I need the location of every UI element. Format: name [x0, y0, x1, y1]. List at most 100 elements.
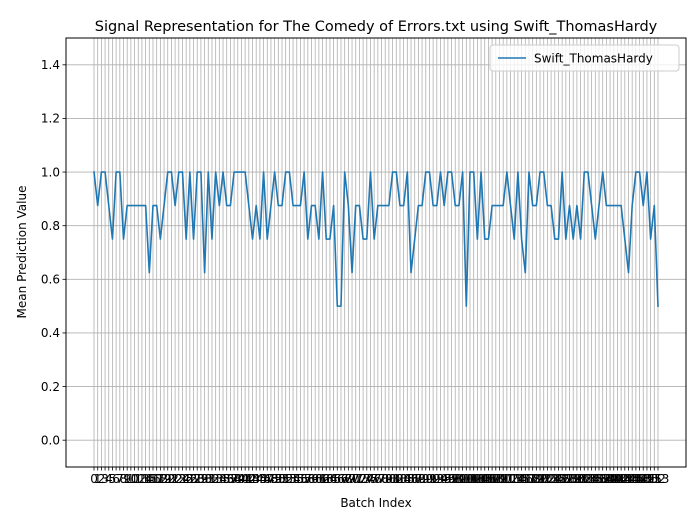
x-tick-label: 61: [311, 472, 326, 486]
x-tick-label: 144: [613, 472, 636, 486]
x-tick-label: 110: [488, 472, 511, 486]
x-tick-label: 72: [352, 472, 367, 486]
series-layer: [93, 171, 659, 307]
x-tick-label: 54: [285, 472, 300, 486]
data-point: [624, 238, 626, 240]
x-tick-label: 3: [101, 472, 109, 486]
x-tick-label: 130: [562, 472, 585, 486]
data-point: [480, 171, 482, 173]
x-tick-label: 99: [451, 472, 466, 486]
data-point: [133, 204, 135, 206]
data-point: [469, 171, 471, 173]
x-tick-label: 40: [234, 472, 249, 486]
data-point: [554, 238, 556, 240]
data-point: [506, 171, 508, 173]
x-tick-label: 103: [462, 472, 485, 486]
x-tick-label: 9: [123, 472, 131, 486]
data-point: [358, 204, 360, 206]
data-point: [137, 204, 139, 206]
data-point: [425, 171, 427, 173]
data-point: [332, 204, 334, 206]
x-tick-label: 48: [263, 472, 278, 486]
data-point: [657, 305, 659, 307]
x-tick-label: 120: [525, 472, 548, 486]
x-tick-label: 104: [466, 472, 489, 486]
data-point: [583, 171, 585, 173]
x-tick-label: 87: [407, 472, 422, 486]
data-point: [321, 171, 323, 173]
data-point: [432, 204, 434, 206]
data-point: [380, 204, 382, 206]
data-point: [649, 238, 651, 240]
x-tick-label: 88: [411, 472, 426, 486]
data-point: [211, 238, 213, 240]
x-tick-label: 25: [179, 472, 194, 486]
data-point: [119, 171, 121, 173]
data-point: [351, 271, 353, 273]
data-point: [355, 204, 357, 206]
x-tick-label: 101: [455, 472, 478, 486]
x-tick-label: 16: [145, 472, 160, 486]
x-tick-label: 44: [249, 472, 264, 486]
x-tick-label: 45: [252, 472, 267, 486]
data-point: [590, 204, 592, 206]
data-point: [609, 204, 611, 206]
x-tick-label: 28: [190, 472, 205, 486]
data-point: [203, 271, 205, 273]
data-point: [366, 238, 368, 240]
y-tick-label: 0.6: [41, 273, 60, 287]
x-tick-label: 143: [610, 472, 633, 486]
data-point: [185, 238, 187, 240]
data-point: [391, 171, 393, 173]
data-point: [550, 204, 552, 206]
y-tick-label: 1.4: [41, 58, 60, 72]
x-tick-label: 123: [536, 472, 559, 486]
data-point: [270, 204, 272, 206]
data-point: [476, 238, 478, 240]
x-tick-label: 29: [193, 472, 208, 486]
x-tick-label: 27: [186, 472, 201, 486]
data-point: [568, 204, 570, 206]
data-point: [104, 171, 106, 173]
x-tick-label: 135: [580, 472, 603, 486]
data-point: [428, 171, 430, 173]
x-tick-label: 126: [547, 472, 570, 486]
x-tick-label: 108: [481, 472, 504, 486]
x-tick-label: 79: [378, 472, 393, 486]
x-tick-label: 97: [444, 472, 459, 486]
data-point: [535, 204, 537, 206]
x-tick-label: 56: [293, 472, 308, 486]
data-point: [122, 238, 124, 240]
data-point: [108, 204, 110, 206]
data-point: [277, 204, 279, 206]
data-point: [336, 305, 338, 307]
x-tick-label: 129: [558, 472, 581, 486]
data-point: [406, 171, 408, 173]
x-tick-label: 47: [260, 472, 275, 486]
y-tick-label: 1.2: [41, 112, 60, 126]
data-point: [284, 171, 286, 173]
legend-box: [489, 44, 680, 72]
data-point: [111, 238, 113, 240]
x-tick-label: 75: [363, 472, 378, 486]
x-tick-label: 24: [175, 472, 190, 486]
x-tick-label: 64: [322, 472, 337, 486]
x-tick-label: 11: [127, 472, 142, 486]
data-point: [259, 238, 261, 240]
data-point: [288, 171, 290, 173]
data-point: [638, 171, 640, 173]
x-tick-label: 74: [359, 472, 374, 486]
x-tick-label: 30: [197, 472, 212, 486]
x-tick-label: 141: [602, 472, 625, 486]
x-tick-label: 14: [138, 472, 153, 486]
data-point: [192, 238, 194, 240]
x-tick-label: 66: [330, 472, 345, 486]
data-point: [178, 171, 180, 173]
data-point: [653, 204, 655, 206]
series-line-swift-thomashardy: [93, 171, 659, 307]
data-point: [222, 171, 224, 173]
y-axis-label: Mean Prediction Value: [15, 186, 29, 319]
x-tick-label: 148: [628, 472, 651, 486]
x-tick-label: 0: [90, 472, 98, 486]
